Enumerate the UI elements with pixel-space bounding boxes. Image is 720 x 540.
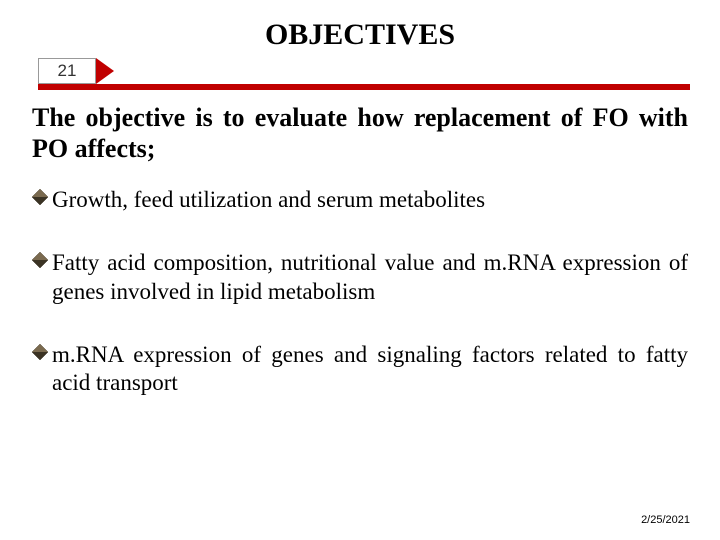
list-item: Fatty acid composition, nutritional valu…	[32, 249, 688, 307]
slide: OBJECTIVES 21 The objective is to evalua…	[0, 0, 720, 540]
banner-bar	[38, 84, 690, 90]
list-item: m.RNA expression of genes and signaling …	[32, 341, 688, 399]
slide-date: 2/25/2021	[641, 514, 690, 526]
slide-number-box: 21	[38, 58, 96, 84]
slide-number-banner: 21	[30, 58, 690, 92]
diamond-bullet-icon	[32, 252, 48, 268]
intro-text: The objective is to evaluate how replace…	[32, 102, 688, 164]
bullet-text: m.RNA expression of genes and signaling …	[52, 341, 688, 399]
banner-arrow-icon	[96, 58, 114, 84]
diamond-bullet-icon	[32, 189, 48, 205]
diamond-bullet-icon	[32, 344, 48, 360]
slide-title: OBJECTIVES	[30, 18, 690, 52]
bullet-text: Fatty acid composition, nutritional valu…	[52, 249, 688, 307]
bullet-text: Growth, feed utilization and serum metab…	[52, 186, 688, 215]
bullet-list: Growth, feed utilization and serum metab…	[30, 186, 690, 398]
list-item: Growth, feed utilization and serum metab…	[32, 186, 688, 215]
